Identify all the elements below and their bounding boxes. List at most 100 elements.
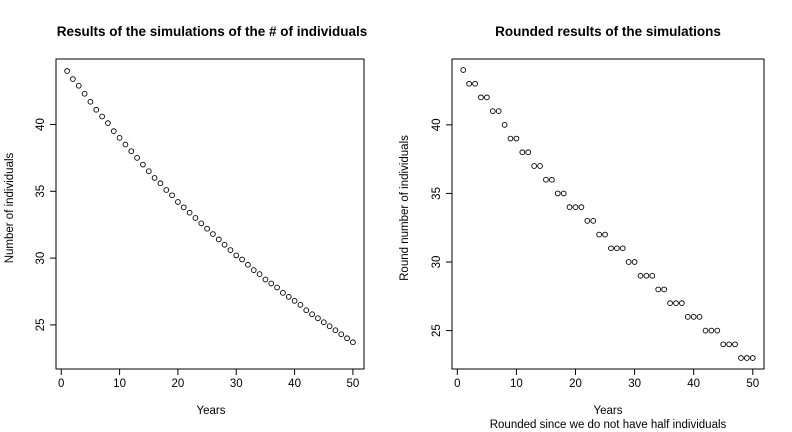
data-point (726, 341, 732, 348)
data-point (303, 307, 310, 314)
data-point (81, 90, 88, 97)
x-tick-label: 0 (454, 378, 460, 390)
data-point (256, 271, 263, 277)
data-point (714, 327, 721, 334)
data-point (250, 267, 257, 273)
data-point (116, 134, 123, 141)
data-point (239, 256, 245, 263)
data-point (128, 148, 135, 155)
data-point (245, 261, 251, 268)
data-point (157, 180, 164, 187)
data-point (262, 276, 269, 283)
data-point (690, 314, 697, 320)
left-y-axis-label: Number of individuals (4, 152, 16, 263)
data-point (614, 245, 620, 252)
data-point (631, 259, 638, 265)
data-point (602, 231, 608, 238)
right-chart-title: Rounded results of the simulations (495, 24, 721, 39)
data-point (134, 155, 140, 161)
data-point (667, 300, 673, 307)
data-point (637, 272, 644, 279)
x-tick-label: 10 (510, 378, 523, 390)
y-tick-label: 25 (431, 324, 443, 337)
y-tick-label: 40 (431, 118, 443, 131)
data-point (460, 67, 467, 73)
data-point (643, 272, 650, 279)
data-point (720, 341, 727, 348)
data-point (702, 327, 709, 334)
data-point (169, 192, 175, 199)
left-chart-panel: Results of the simulations of the # of i… (4, 24, 367, 417)
data-point (513, 135, 520, 142)
x-tick-label: 0 (58, 378, 64, 390)
data-point (495, 108, 502, 114)
data-point (673, 300, 679, 307)
data-point (625, 259, 632, 265)
data-point (285, 293, 292, 300)
data-point (543, 176, 549, 183)
right-data-points (460, 67, 756, 361)
data-point (332, 327, 339, 334)
data-point (478, 94, 484, 101)
data-point (297, 302, 304, 308)
y-tick-label: 30 (35, 252, 47, 265)
data-point (93, 106, 100, 113)
data-point (233, 252, 240, 259)
data-point (110, 128, 117, 135)
data-point (105, 120, 111, 126)
data-point (649, 272, 656, 279)
data-point (749, 355, 756, 361)
data-point (501, 121, 508, 128)
data-point (75, 82, 82, 89)
data-point (350, 339, 356, 346)
data-point (338, 331, 345, 338)
right-y-axis-label: Round number of individuals (399, 135, 411, 281)
data-point (608, 245, 614, 252)
right-plot-frame (451, 58, 765, 370)
data-point (519, 149, 526, 156)
data-point (566, 204, 573, 210)
right-x-axis-label: Years (594, 405, 623, 417)
data-point (744, 355, 750, 361)
data-point (679, 300, 685, 307)
left-data-points (64, 68, 356, 346)
data-point (320, 319, 327, 326)
left-x-axis-label: Years (197, 405, 226, 417)
data-point (163, 187, 170, 193)
y-tick-label: 35 (431, 187, 443, 200)
data-point (326, 323, 333, 330)
data-point (198, 220, 205, 227)
x-tick-label: 30 (230, 378, 243, 390)
data-point (489, 108, 496, 114)
data-point (280, 289, 286, 296)
data-point (507, 135, 514, 142)
data-point (560, 190, 567, 197)
data-point (732, 341, 738, 348)
left-y-axis: 25 30 35 40 (35, 118, 57, 331)
data-point (140, 161, 146, 168)
data-point (186, 209, 193, 216)
data-point (708, 327, 715, 334)
data-point (315, 315, 321, 322)
data-point (738, 355, 744, 361)
data-point (344, 335, 350, 342)
data-point (619, 245, 626, 252)
data-point (210, 231, 216, 237)
data-point (584, 218, 591, 224)
data-point (122, 141, 129, 148)
y-tick-label: 30 (431, 256, 443, 269)
data-point (268, 280, 275, 287)
data-point (578, 204, 585, 210)
right-y-axis: 25 30 35 40 (431, 118, 453, 337)
data-point (472, 80, 478, 87)
data-point (180, 204, 187, 211)
data-point (204, 225, 210, 232)
data-point (572, 204, 579, 210)
data-point (221, 241, 228, 248)
data-point (151, 175, 158, 181)
data-point (484, 94, 490, 101)
data-point (655, 286, 662, 293)
data-point (696, 314, 703, 320)
data-point (227, 247, 234, 253)
